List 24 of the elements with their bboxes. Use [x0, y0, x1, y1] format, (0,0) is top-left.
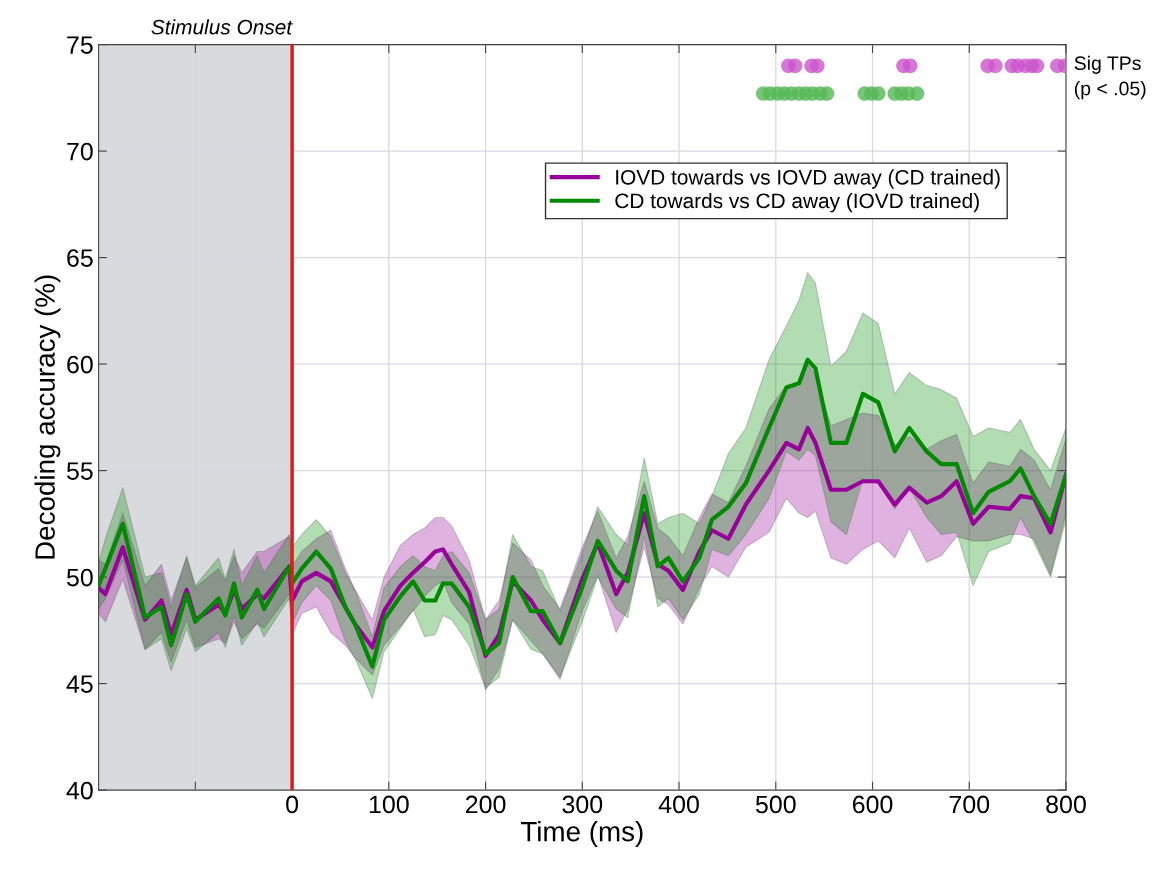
x-tick-label: 600 [852, 795, 893, 814]
x-tick-label: 0 [286, 795, 299, 814]
x-tick-label: 100 [369, 795, 409, 814]
x-axis-title: Time (ms) [520, 821, 643, 847]
y-tick-label: 50 [66, 568, 93, 587]
y-tick-label: 40 [66, 781, 93, 800]
ref-line-label: Stimulus Onset [151, 19, 293, 35]
y-tick-label: 45 [66, 675, 93, 693]
x-tick-label: 500 [755, 795, 796, 814]
y-tick-label: 60 [67, 355, 93, 374]
y-tick-label: 70 [67, 142, 93, 161]
y-tick-label: 55 [66, 462, 93, 480]
y-axis-title: Decoding accuracy (%) [34, 275, 61, 559]
y-tick-label: 75 [67, 36, 93, 54]
x-tick-label: 200 [465, 795, 506, 814]
legend-label: CD towards vs CD away (IOVD trained) [615, 192, 979, 213]
text: Sig TPs [1074, 55, 1141, 74]
x-tick-label: 700 [949, 795, 990, 814]
legend-label: IOVD towards vs IOVD away (CD trained) [616, 169, 1000, 189]
x-tick-label: 400 [658, 795, 699, 814]
y-tick-label: 65 [67, 249, 93, 267]
text: (p < .05) [1074, 81, 1146, 100]
x-tick-label: 300 [562, 795, 603, 814]
x-tick-label: 800 [1046, 795, 1086, 814]
